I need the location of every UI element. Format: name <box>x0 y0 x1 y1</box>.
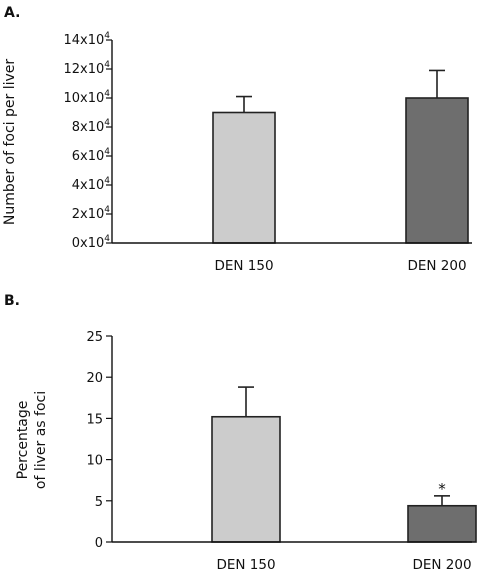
y-tick-label-exponent: 4 <box>104 176 110 186</box>
y-tick-label-exponent: 4 <box>104 118 110 128</box>
x-category-label: DEN 200 <box>407 258 466 274</box>
y-tick-label: 4x104 <box>72 176 111 193</box>
bar-den-150 <box>212 111 276 244</box>
x-category-label: DEN 150 <box>216 557 275 571</box>
y-tick-label-base: 4x10 <box>72 178 105 193</box>
y-tick-label: 25 <box>86 330 103 345</box>
panel-a-bars <box>212 69 469 244</box>
panel-b-bars: * <box>211 386 477 543</box>
y-tick-label: 20 <box>86 371 103 386</box>
y-tick-label: 14x104 <box>63 31 110 48</box>
panel-a-y-ticks: 14x10412x10410x1048x1046x1044x1042x1040x… <box>63 31 112 251</box>
panel-a-label: A. <box>4 5 20 21</box>
panel-b-y-axis-label-line-2: of liver as foci <box>33 391 49 489</box>
y-tick-label: 10 <box>86 454 103 469</box>
y-tick-label-base: 12x10 <box>63 62 104 77</box>
panel-b-y-ticks: 25 20 15 10 5 0 <box>86 330 112 551</box>
y-tick-label-exponent: 4 <box>104 205 110 215</box>
bar-den-200 <box>407 504 477 543</box>
y-tick-label-base: 0x10 <box>72 236 105 251</box>
y-tick-label-base: 14x10 <box>63 33 104 48</box>
panel-a-category-labels: DEN 150 DEN 200 <box>214 258 466 274</box>
y-tick-label-exponent: 4 <box>104 60 110 70</box>
bar-den-150 <box>211 415 281 543</box>
y-tick-label: 10x104 <box>63 89 110 106</box>
y-tick-label-exponent: 4 <box>104 89 110 99</box>
y-tick-label: 0x104 <box>72 234 111 251</box>
panel-b-category-labels: DEN 150 DEN 200 <box>216 557 471 571</box>
y-tick-label: 15 <box>86 412 103 427</box>
y-tick-label: 2x104 <box>72 205 111 222</box>
y-tick-label-base: 2x10 <box>72 207 105 222</box>
y-tick-label-exponent: 4 <box>104 234 110 244</box>
x-category-label: DEN 150 <box>214 258 273 274</box>
panel-a-y-axis-label: Number of foci per liver <box>2 59 18 226</box>
bar-den-200 <box>405 97 469 244</box>
panel-b-y-axis-label: Percentage of liver as foci <box>15 391 49 489</box>
y-tick-label-base: 10x10 <box>63 91 104 106</box>
y-tick-label: 5 <box>95 495 103 510</box>
panel-b-y-axis-label-line-1: Percentage <box>15 401 31 480</box>
y-tick-label: 0 <box>95 536 103 551</box>
y-tick-label: 12x104 <box>63 60 110 77</box>
y-tick-label-base: 6x10 <box>72 149 105 164</box>
y-tick-label-base: 8x10 <box>72 120 105 135</box>
y-tick-label: 8x104 <box>72 118 111 135</box>
y-tick-label-exponent: 4 <box>104 31 110 41</box>
panel-a: A. Number of foci per liver 14x10412x104… <box>2 5 472 274</box>
significance-marker: * <box>438 480 446 498</box>
panel-b-label: B. <box>4 293 20 309</box>
panel-b: B. Percentage of liver as foci 25 20 15 10 5… <box>4 293 477 571</box>
y-tick-label-exponent: 4 <box>104 147 110 157</box>
x-category-label: DEN 200 <box>412 557 471 571</box>
y-tick-label: 6x104 <box>72 147 111 164</box>
